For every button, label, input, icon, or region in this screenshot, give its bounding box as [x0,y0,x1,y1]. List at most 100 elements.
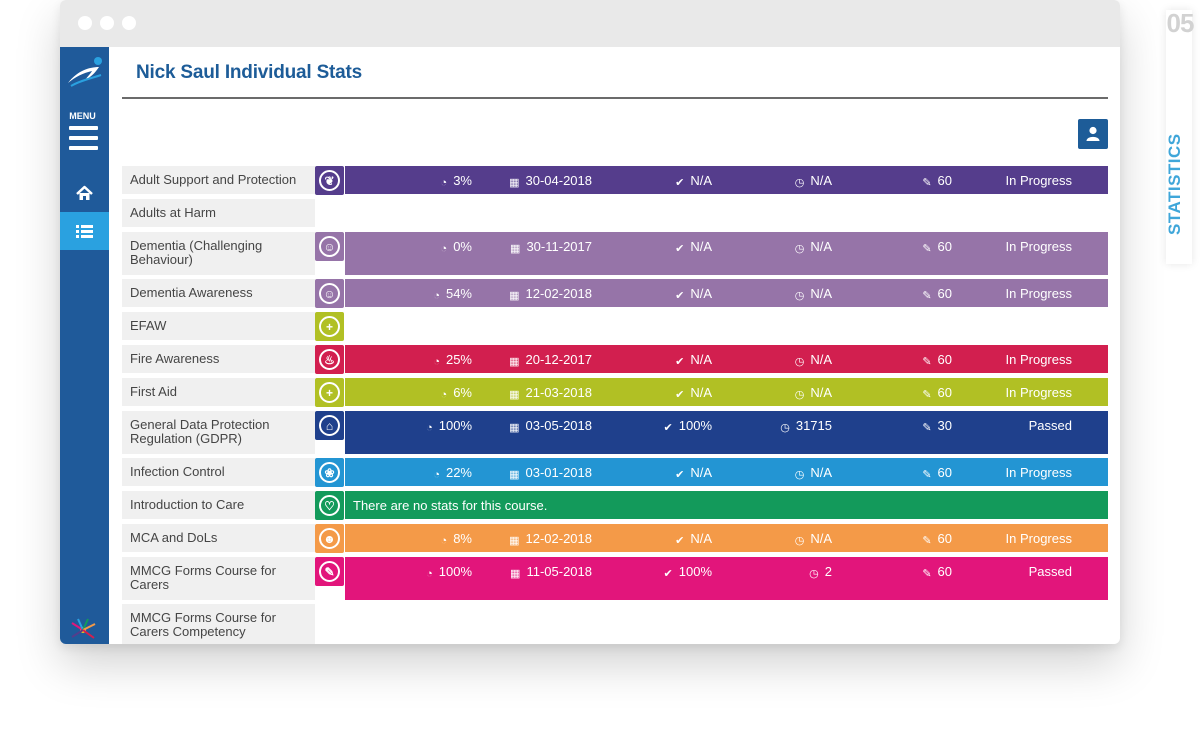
stat-date: ▦ 03-05-2018 [509,419,592,435]
course-stats-bar[interactable]: ◔ 0% ▦ 30-11-2017 ✔ N/A ◷ N/A ✎ 60 In Progress [345,232,1108,275]
clock-icon: ◷ [794,469,805,481]
calendar-icon: ▦ [509,535,520,547]
stat-pct: ◔ 25% [433,353,472,369]
menu-icon[interactable] [69,126,98,152]
stat-edit-value: 60 [937,352,952,367]
no-stats-message: There are no stats for this course. [353,498,548,513]
stat-time: ◷ N/A [795,386,832,402]
course-stats-bar[interactable]: ◔ 100% ▦ 11-05-2018 ✔ 100% ◷ 2 ✎ 60 Passed [345,557,1108,600]
stat-status: Passed [1029,565,1072,579]
stat-date: ▦ 03-01-2018 [509,466,592,482]
course-name[interactable]: Dementia Awareness [122,279,315,307]
stat-time-value: N/A [810,286,832,301]
stat-date: ▦ 30-04-2018 [509,174,592,190]
stat-pct: ◔ 8% [441,532,472,548]
course-row[interactable]: General Data Protection Regulation (GDPR… [122,411,1108,454]
window-titlebar [60,0,1120,47]
window-dot-icon[interactable] [78,16,92,30]
course-row[interactable]: MMCG Forms Course for Carers ✎ ◔ 100% ▦ 11-05… [122,557,1108,600]
window-dot-icon[interactable] [122,16,136,30]
course-stats-bar[interactable]: ◔ 8% ▦ 12-02-2018 ✔ N/A ◷ N/A ✎ 60 In Progress [345,524,1108,552]
course-icon-box: ♨ [315,345,344,374]
course-row[interactable]: First Aid + ◔ 6% ▦ 21-03-2018 ✔ N/A ◷ N/A ✎ 60 In Pr… [122,378,1108,407]
stat-score: ✔ N/A [675,240,712,256]
stat-edit-value: 60 [937,465,952,480]
stat-pct: ◔ 54% [433,287,472,303]
side-tab-panel [1166,10,1192,264]
stat-edit-value: 60 [937,564,952,579]
course-stats-bar[interactable]: ◔ 22% ▦ 03-01-2018 ✔ N/A ◷ N/A ✎ 60 In Progress [345,458,1108,486]
course-stats-bar[interactable]: There are no stats for this course. [345,491,1108,519]
stat-time-value: N/A [810,385,832,400]
stat-edit: ✎ 60 [922,287,952,303]
main-content: Nick Saul Individual Stats Adult Support… [109,47,1120,644]
course-stats-bar[interactable]: ◔ 3% ▦ 30-04-2018 ✔ N/A ◷ N/A ✎ 60 In Progress [345,166,1108,194]
stat-edit: ✎ 30 [922,419,952,435]
pencil-icon: ✎ [922,356,932,368]
course-name[interactable]: Introduction to Care [122,491,315,519]
window-dot-icon[interactable] [100,16,114,30]
stat-status: In Progress [1006,466,1072,480]
clock-icon: ◷ [794,177,805,189]
course-row[interactable]: Adults at Harm [122,199,1108,227]
stats-list-button[interactable] [60,212,109,250]
course-stats-bar[interactable]: ◔ 54% ▦ 12-02-2018 ✔ N/A ◷ N/A ✎ 60 In Progress [345,279,1108,307]
plus-icon: + [319,316,340,337]
course-name[interactable]: MMCG Forms Course for Carers Competency [122,604,315,644]
clock-icon: ◷ [809,568,819,580]
check-icon: ✔ [675,356,685,368]
course-row[interactable]: Adult Support and Protection ❦ ◔ 3% ▦ 30-04-2… [122,166,1108,195]
course-row[interactable]: EFAW + [122,312,1108,341]
course-stats-bar[interactable]: ◔ 100% ▦ 03-05-2018 ✔ 100% ◷ 31715 ✎ 30 Passed [345,411,1108,454]
stat-score: ✔ N/A [675,466,712,482]
stat-score-value: N/A [690,352,712,367]
stat-date-value: 20-12-2017 [525,352,593,367]
stat-score-value: N/A [690,531,712,546]
course-row[interactable]: Fire Awareness ♨ ◔ 25% ▦ 20-12-2017 ✔ N/A ◷ N/A ✎ 6… [122,345,1108,374]
course-name[interactable]: First Aid [122,378,315,406]
pencil-icon: ✎ [922,422,932,434]
pie-chart-icon: ◔ [440,535,448,547]
course-icon-box: ☺ [315,232,344,261]
stat-status-value: In Progress [1005,239,1072,254]
course-row[interactable]: Infection Control ❀ ◔ 22% ▦ 03-01-2018 ✔ N/A ◷ N/… [122,458,1108,487]
course-name[interactable]: Adults at Harm [122,199,315,227]
browser-window: MENU Nick Saul Individu [60,0,1120,644]
course-name[interactable]: Dementia (Challenging Behaviour) [122,232,315,275]
course-name[interactable]: MCA and DoLs [122,524,315,552]
stat-pct-value: 6% [453,385,472,400]
course-stats-bar[interactable]: ◔ 6% ▦ 21-03-2018 ✔ N/A ◷ N/A ✎ 60 In Progress [345,378,1108,406]
course-row[interactable]: MCA and DoLs ☻ ◔ 8% ▦ 12-02-2018 ✔ N/A ◷ N/A ✎ 60 In… [122,524,1108,553]
course-row[interactable]: Dementia Awareness ☺ ◔ 54% ▦ 12-02-2018 ✔ N/A ◷ N… [122,279,1108,308]
course-name[interactable]: Infection Control [122,458,315,486]
home-button[interactable] [60,174,109,212]
section-label: STATISTICS [1165,133,1184,235]
stat-score: ✔ N/A [675,386,712,402]
stat-time: ◷ N/A [795,174,832,190]
flame-icon: ♨ [319,349,340,370]
course-name[interactable]: EFAW [122,312,315,340]
stat-time: ◷ 2 [809,565,832,581]
stat-date-value: 30-11-2017 [526,239,592,254]
stat-pct-value: 100% [438,418,472,433]
stat-pct: ◔ 22% [433,466,472,482]
course-name[interactable]: MMCG Forms Course for Carers [122,557,315,600]
stat-time: ◷ N/A [795,466,832,482]
drop-icon: ❀ [319,462,340,483]
course-stats-bar[interactable]: ◔ 25% ▦ 20-12-2017 ✔ N/A ◷ N/A ✎ 60 In Progress [345,345,1108,373]
course-name[interactable]: General Data Protection Regulation (GDPR… [122,411,315,454]
course-row[interactable]: Introduction to Care ♡ There are no stats … [122,491,1108,520]
stat-edit-value: 60 [937,385,952,400]
course-name[interactable]: Adult Support and Protection [122,166,315,194]
pie-chart-icon: ◔ [426,422,433,434]
course-row[interactable]: MMCG Forms Course for Carers Competency [122,604,1108,644]
stat-score: ✔ 100% [664,419,712,435]
stat-time-value: 2 [824,564,832,579]
course-name[interactable]: Fire Awareness [122,345,315,373]
stat-pct: ◔ 100% [426,565,472,581]
pie-chart-icon: ◔ [433,469,440,481]
stat-pct: ◔ 6% [441,386,472,402]
user-button[interactable] [1078,119,1108,149]
list-icon [76,225,93,238]
course-row[interactable]: Dementia (Challenging Behaviour) ☺ ◔ 0% ▦ 30-… [122,232,1108,275]
